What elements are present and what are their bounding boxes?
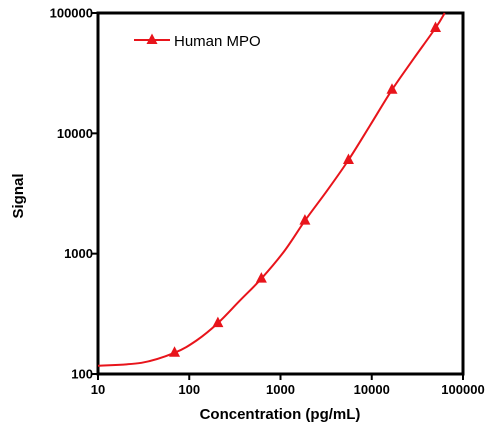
legend-marker <box>146 33 158 44</box>
data-point <box>342 153 354 165</box>
x-tick-label: 10000 <box>354 382 390 397</box>
y-axis-title: Signal <box>10 173 27 218</box>
series-line-human-mpo <box>97 12 446 367</box>
plot-area <box>96 11 465 376</box>
data-point <box>386 83 398 94</box>
x-tick-label: 10 <box>91 382 105 397</box>
data-point <box>430 21 442 33</box>
legend: Human MPO <box>134 33 261 50</box>
y-tick-label: 10000 <box>57 126 93 141</box>
data-point <box>169 346 181 357</box>
x-axis-ticks: 10 100 1000 10000 100000 <box>91 374 485 397</box>
y-tick-label: 100 <box>71 367 93 382</box>
series-markers <box>169 21 442 357</box>
y-axis-ticks: 100 1000 10000 100000 <box>50 6 98 382</box>
x-axis-title: Concentration (pg/mL) <box>200 406 361 423</box>
data-point <box>212 316 224 328</box>
x-tick-label: 1000 <box>266 382 295 397</box>
x-tick-label: 100000 <box>441 382 484 397</box>
y-tick-label: 100000 <box>50 6 93 21</box>
x-tick-label: 100 <box>178 382 200 397</box>
data-point <box>255 272 267 283</box>
data-point <box>299 214 311 225</box>
y-tick-label: 1000 <box>64 246 93 261</box>
legend-label: Human MPO <box>174 33 261 50</box>
